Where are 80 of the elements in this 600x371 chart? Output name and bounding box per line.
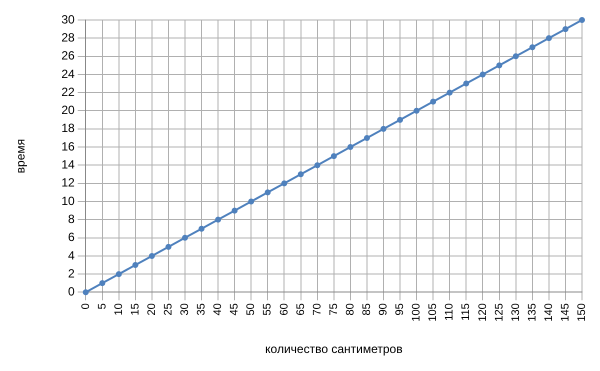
y-tick-label: 12 xyxy=(61,176,76,190)
y-tick-label: 16 xyxy=(61,139,76,154)
x-tick-label: 110 xyxy=(444,303,456,321)
y-tick-label: 18 xyxy=(61,121,76,136)
point xyxy=(99,280,106,286)
point xyxy=(496,62,502,68)
point xyxy=(446,90,453,96)
point xyxy=(215,216,222,223)
y-tick-label: 24 xyxy=(61,66,76,81)
x-tick-label: 140 xyxy=(542,303,555,322)
x-tick-label: 95 xyxy=(394,303,406,316)
point xyxy=(148,252,155,259)
point xyxy=(264,189,271,196)
x-tick-label: 100 xyxy=(410,303,423,322)
y-tick-label: 4 xyxy=(68,248,76,262)
x-tick-label: 65 xyxy=(294,303,307,316)
point xyxy=(198,226,205,232)
point xyxy=(330,153,337,160)
x-tick-label: 80 xyxy=(344,303,356,316)
x-tick-label: 145 xyxy=(559,303,572,322)
x-tick-label: 50 xyxy=(245,303,258,316)
point xyxy=(132,262,138,268)
x-tick-label: 115 xyxy=(460,303,472,321)
x-axis-title: количество сантиметров xyxy=(265,342,403,356)
x-tick-label: 90 xyxy=(378,303,390,316)
point xyxy=(430,98,436,105)
x-tick-label: 45 xyxy=(228,303,241,316)
x-tick-label: 60 xyxy=(278,303,290,316)
point xyxy=(165,244,172,250)
point xyxy=(364,134,370,141)
x-tick-label: 130 xyxy=(510,303,522,322)
point xyxy=(82,289,89,296)
x-tick-label: 20 xyxy=(146,303,158,316)
point xyxy=(314,162,320,168)
x-tick-label: 10 xyxy=(112,303,125,316)
x-tick-label: 75 xyxy=(328,303,340,316)
point xyxy=(298,171,304,178)
x-tick-label: 5 xyxy=(96,303,108,310)
x-tick-label: 150 xyxy=(576,303,588,322)
point xyxy=(248,198,254,204)
y-axis-title: время xyxy=(14,138,28,174)
y-tick-label: 22 xyxy=(61,84,76,99)
x-tick-label: 25 xyxy=(162,303,174,316)
y-tick-label: 20 xyxy=(61,103,76,118)
point xyxy=(562,26,568,32)
point xyxy=(414,108,420,114)
x-tick-label: 15 xyxy=(129,303,142,316)
x-tick-label: 120 xyxy=(476,303,489,322)
y-tick-label: 8 xyxy=(68,212,76,226)
point xyxy=(463,80,470,87)
y-tick-label: 2 xyxy=(68,266,76,280)
y-tick-label: 6 xyxy=(68,230,76,244)
point xyxy=(182,234,188,241)
y-tick-label: 26 xyxy=(61,48,76,63)
x-tick-label: 0 xyxy=(80,303,92,310)
y-tick-label: 28 xyxy=(61,30,76,44)
y-tick-label: 30 xyxy=(61,12,76,26)
point xyxy=(579,17,585,23)
point xyxy=(232,208,238,214)
x-tick-label: 70 xyxy=(311,303,324,316)
point xyxy=(546,35,552,42)
point xyxy=(529,44,536,50)
y-tick-label: 0 xyxy=(68,284,76,299)
x-tick-label: 85 xyxy=(360,303,373,316)
x-tick-label: 55 xyxy=(262,303,274,316)
point xyxy=(116,271,122,278)
point xyxy=(281,180,288,186)
x-tick-label: 105 xyxy=(427,303,440,322)
x-tick-label: 35 xyxy=(196,303,208,316)
x-tick-label: 125 xyxy=(493,303,506,322)
point xyxy=(480,71,486,78)
x-tick-label: 30 xyxy=(179,303,192,316)
point xyxy=(380,126,386,132)
y-tick-label: 10 xyxy=(61,194,76,208)
y-tick-label: 14 xyxy=(61,158,76,172)
x-tick-label: 135 xyxy=(526,303,538,322)
x-tick-label: 40 xyxy=(212,303,224,316)
point xyxy=(347,144,354,150)
point xyxy=(397,116,404,123)
point xyxy=(512,53,519,60)
